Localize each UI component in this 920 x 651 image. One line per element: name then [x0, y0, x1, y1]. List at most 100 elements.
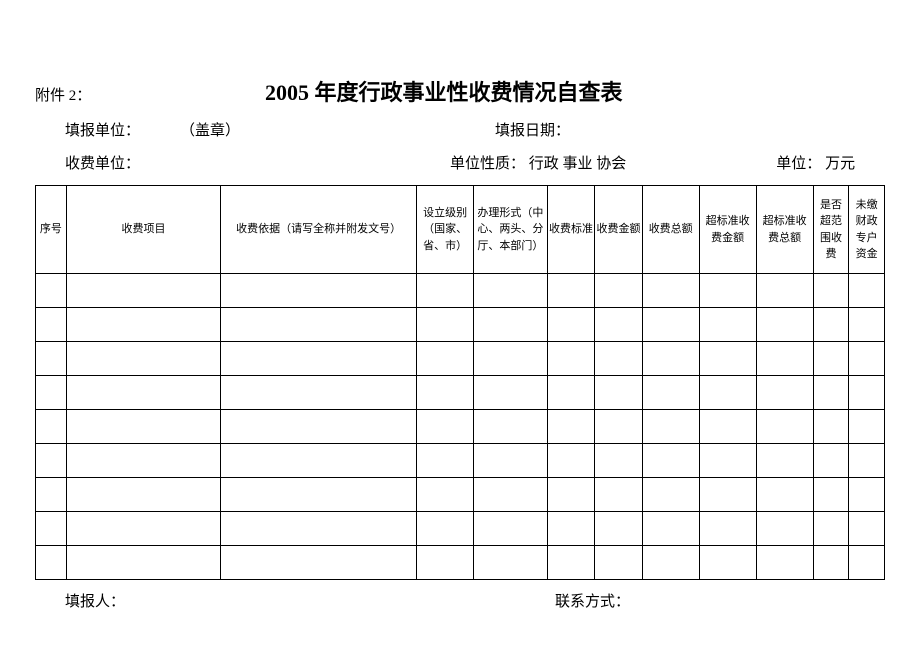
- table-cell: [474, 410, 548, 444]
- table-cell: [474, 512, 548, 546]
- table-cell: [36, 444, 67, 478]
- page-title: 2005 年度行政事业性收费情况自查表: [265, 75, 623, 107]
- table-row: [36, 478, 885, 512]
- table-cell: [221, 410, 417, 444]
- table-cell: [642, 512, 699, 546]
- unit-type-options: 行政 事业 协会: [529, 156, 627, 172]
- table-cell: [474, 342, 548, 376]
- table-cell: [474, 376, 548, 410]
- table-cell: [699, 342, 756, 376]
- table-cell: [849, 512, 885, 546]
- table-cell: [756, 410, 813, 444]
- attachment-label: 附件 2：: [35, 84, 265, 105]
- table-cell: [699, 308, 756, 342]
- table-cell: [813, 478, 849, 512]
- table-cell: [547, 376, 594, 410]
- table-cell: [36, 376, 67, 410]
- table-cell: [642, 478, 699, 512]
- table-cell: [221, 546, 417, 580]
- table-cell: [221, 376, 417, 410]
- table-cell: [417, 546, 474, 580]
- table-cell: [595, 274, 642, 308]
- table-cell: [547, 478, 594, 512]
- unit-money-label: 单位：: [776, 156, 821, 172]
- unit-money-value: 万元: [825, 156, 855, 172]
- table-cell: [813, 410, 849, 444]
- col-header-5: 收费标准: [547, 186, 594, 274]
- table-row: [36, 546, 885, 580]
- table-cell: [813, 308, 849, 342]
- fill-date-label: 填报日期：: [495, 119, 570, 140]
- col-header-0: 序号: [36, 186, 67, 274]
- table-cell: [417, 444, 474, 478]
- table-cell: [756, 376, 813, 410]
- table-cell: [547, 274, 594, 308]
- table-cell: [756, 444, 813, 478]
- table-cell: [849, 478, 885, 512]
- table-cell: [642, 376, 699, 410]
- table-cell: [699, 274, 756, 308]
- table-cell: [595, 376, 642, 410]
- table-cell: [642, 546, 699, 580]
- col-header-3: 设立级别（国家、省、市）: [417, 186, 474, 274]
- table-cell: [756, 512, 813, 546]
- table-row: [36, 342, 885, 376]
- table-cell: [813, 546, 849, 580]
- table-cell: [36, 308, 67, 342]
- table-cell: [417, 512, 474, 546]
- table-cell: [849, 376, 885, 410]
- table-cell: [547, 410, 594, 444]
- table-cell: [642, 342, 699, 376]
- table-cell: [642, 274, 699, 308]
- table-cell: [595, 308, 642, 342]
- table-cell: [849, 444, 885, 478]
- table-cell: [66, 342, 220, 376]
- table-cell: [849, 546, 885, 580]
- fill-unit-label: 填报单位：: [65, 119, 140, 140]
- table-cell: [699, 410, 756, 444]
- table-cell: [547, 444, 594, 478]
- table-cell: [756, 308, 813, 342]
- table-row: [36, 410, 885, 444]
- table-cell: [221, 444, 417, 478]
- col-header-1: 收费项目: [66, 186, 220, 274]
- table-cell: [36, 478, 67, 512]
- table-row: [36, 512, 885, 546]
- table-cell: [849, 342, 885, 376]
- table-cell: [417, 376, 474, 410]
- table-row: [36, 274, 885, 308]
- table-cell: [66, 546, 220, 580]
- table-cell: [417, 274, 474, 308]
- table-cell: [813, 512, 849, 546]
- col-header-6: 收费金额: [595, 186, 642, 274]
- table-cell: [699, 478, 756, 512]
- table-cell: [417, 478, 474, 512]
- table-cell: [66, 308, 220, 342]
- table-cell: [642, 410, 699, 444]
- table-cell: [547, 546, 594, 580]
- col-header-7: 收费总额: [642, 186, 699, 274]
- table-cell: [474, 308, 548, 342]
- contact-label: 联系方式：: [555, 590, 630, 611]
- col-header-4: 办理形式（中心、两头、分厅、本部门）: [474, 186, 548, 274]
- table-cell: [66, 478, 220, 512]
- table-cell: [221, 308, 417, 342]
- stamp-label: （盖章）: [180, 119, 240, 140]
- table-row: [36, 308, 885, 342]
- table-cell: [756, 342, 813, 376]
- table-cell: [474, 444, 548, 478]
- table-cell: [66, 410, 220, 444]
- col-header-8: 超标准收费金额: [699, 186, 756, 274]
- table-cell: [474, 274, 548, 308]
- table-cell: [36, 342, 67, 376]
- table-cell: [474, 478, 548, 512]
- table-cell: [595, 342, 642, 376]
- table-cell: [756, 478, 813, 512]
- table-cell: [221, 274, 417, 308]
- table-cell: [849, 410, 885, 444]
- fee-unit-label: 收费单位：: [65, 152, 140, 173]
- table-cell: [417, 308, 474, 342]
- fee-table: 序号收费项目收费依据（请写全称并附发文号）设立级别（国家、省、市）办理形式（中心…: [35, 185, 885, 580]
- table-cell: [595, 444, 642, 478]
- table-row: [36, 376, 885, 410]
